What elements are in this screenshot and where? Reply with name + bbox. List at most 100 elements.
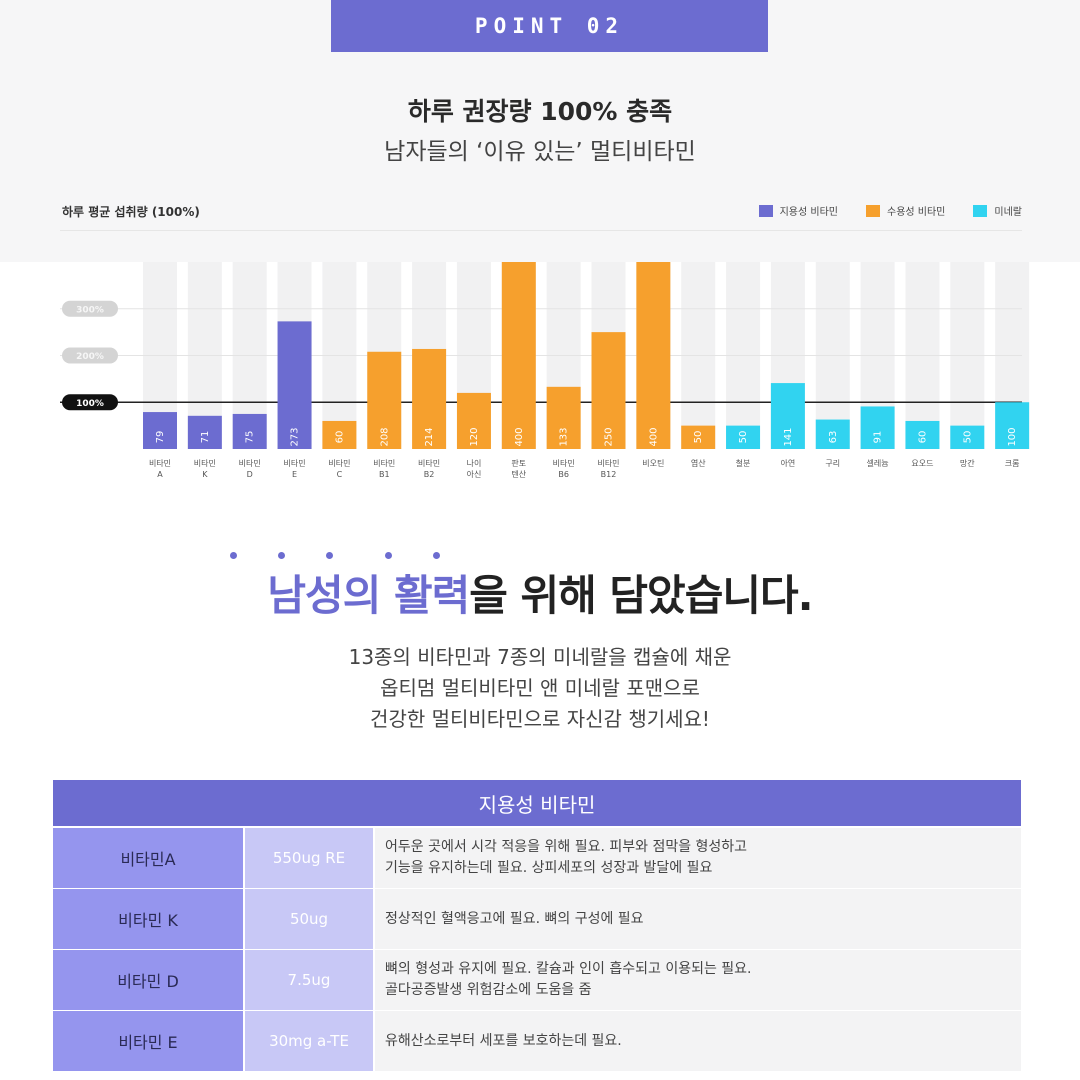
- bar-value-label: 100: [1007, 427, 1018, 446]
- bar: [905, 420, 940, 449]
- category-label: 아연: [781, 458, 796, 468]
- point-label: POINT 02: [474, 14, 625, 38]
- vitamin-table: 비타민A 550ug RE 어두운 곳에서 시각 적응을 위해 필요. 피부와 …: [53, 828, 1021, 1072]
- category-label: 아신: [467, 469, 482, 479]
- category-label: C: [337, 470, 343, 479]
- category-label: 비타민: [239, 458, 261, 468]
- bar: [995, 402, 1030, 449]
- bar-value-label: 50: [962, 431, 973, 444]
- category-label: 요오드: [911, 459, 933, 468]
- category-label: 철분: [736, 458, 751, 468]
- description-text: 골다공증발생 위험감소에 도움을 줌: [385, 982, 592, 998]
- description-text: 유해산소로부터 세포를 보호하는데 필요.: [385, 1032, 622, 1049]
- category-label: B2: [424, 470, 435, 479]
- description: 13종의 비타민과 7종의 미네랄을 캡슐에 채운 옵티멈 멀티비타민 앤 미네…: [0, 642, 1080, 735]
- bar: [501, 262, 536, 449]
- category-label: 비타민: [597, 458, 619, 468]
- category-label: 비오틴: [642, 458, 664, 468]
- description-line: 건강한 멀티비타민으로 자신감 챙기세요!: [370, 707, 710, 731]
- category-label: 나이: [467, 458, 482, 468]
- bar-value-label: 133: [559, 427, 570, 446]
- tagline-rest: 을 위해 담았습니다.: [469, 571, 813, 620]
- bar-value-label: 208: [379, 427, 390, 446]
- chart-divider: [60, 230, 1022, 231]
- legend-label: 미네랄: [994, 207, 1022, 218]
- intake-bar-chart: 100% 200% 300% 79 비타민 A 71 비타민 K 75 비타민 D 273 비타민 E 60 비…: [60, 262, 1030, 479]
- category-label: 비타민: [418, 458, 440, 468]
- vitamin-amount: 30mg a-TE: [245, 1011, 373, 1071]
- category-label: 비타민: [284, 458, 306, 468]
- chart-title: 하루 평균 섭취량 (100%): [62, 205, 200, 219]
- table-row: 비타민A 550ug RE 어두운 곳에서 시각 적응을 위해 필요. 피부와 …: [53, 828, 1021, 888]
- bar: [860, 406, 895, 449]
- category-label: 비타민: [149, 458, 171, 468]
- bar-value-label: 71: [200, 431, 211, 444]
- category-label: 엽산: [691, 458, 706, 468]
- subheadline: 남자들의 ‘이유 있는’ 멀티비타민: [384, 139, 696, 165]
- category-label: 텐산: [511, 469, 526, 479]
- vitamin-amount: 550ug RE: [245, 828, 373, 888]
- bar: [815, 419, 850, 449]
- category-label: D: [247, 470, 253, 479]
- emphasis-dot: [326, 552, 333, 559]
- legend-swatch-mineral: [973, 204, 988, 217]
- legend-item-mineral: 미네랄: [973, 203, 1022, 218]
- vitamin-description: 어두운 곳에서 시각 적응을 위해 필요. 피부와 점막을 형성하고 기능을 유지…: [375, 828, 1021, 888]
- category-label: E: [292, 470, 297, 479]
- ytick-label: 100%: [76, 399, 104, 409]
- category-label: B12: [601, 470, 617, 479]
- bar: [770, 383, 805, 449]
- legend-item-fat-soluble: 지용성 비타민: [758, 203, 838, 218]
- legend-label: 지용성 비타민: [779, 207, 838, 218]
- bar: [277, 321, 312, 449]
- bar: [367, 351, 402, 449]
- bar: [636, 262, 671, 449]
- tagline: 남성의 활력을 위해 담았습니다.: [0, 562, 1080, 623]
- vitamin-amount: 7.5ug: [245, 950, 373, 1010]
- bar-value-label: 214: [424, 427, 435, 446]
- bar-value-label: 91: [873, 431, 884, 444]
- bar: [456, 392, 491, 449]
- bar-value-label: 50: [738, 431, 749, 444]
- category-label: K: [202, 470, 208, 479]
- description-text: 기능을 유지하는데 필요. 상피세포의 성장과 발달에 필요: [385, 860, 713, 876]
- bar-value-label: 60: [334, 431, 345, 444]
- bar-value-label: 250: [604, 427, 615, 446]
- emphasis-dot: [230, 552, 237, 559]
- table-row: 비타민 K 50ug 정상적인 혈액응고에 필요. 뼈의 구성에 필요: [53, 889, 1021, 949]
- bar: [546, 386, 581, 449]
- bar-value-label: 79: [155, 431, 166, 444]
- legend-label: 수용성 비타민: [887, 207, 946, 218]
- bar: [950, 425, 985, 449]
- vitamin-name: 비타민 D: [53, 950, 243, 1010]
- ytick-pill: [62, 394, 118, 411]
- bar-value-label: 273: [290, 427, 301, 446]
- chart-legend: 지용성 비타민 수용성 비타민 미네랄: [758, 203, 1022, 218]
- table-row: 비타민 D 7.5ug 뼈의 형성과 유지에 필요. 칼슘과 인이 흡수되고 이…: [53, 950, 1021, 1010]
- category-label: A: [157, 470, 163, 479]
- category-label: 셀레늄: [867, 458, 889, 468]
- emphasis-dots: [0, 548, 1080, 562]
- category-label: 비타민: [194, 458, 216, 468]
- description-text: 정상적인 혈액응고에 필요. 뼈의 구성에 필요: [385, 910, 644, 927]
- category-label: 크롬: [1005, 459, 1020, 468]
- bar-value-label: 400: [514, 427, 525, 446]
- bar: [681, 425, 716, 449]
- bar-value-label: 50: [693, 431, 704, 444]
- ytick-pill: [62, 300, 118, 317]
- bar: [322, 420, 357, 449]
- bar: [591, 332, 626, 449]
- bar-value-label: 141: [783, 427, 794, 446]
- tagline-highlight: 남성의 활력: [267, 571, 470, 620]
- category-label: B1: [379, 470, 390, 479]
- table-row: 비타민 E 30mg a-TE 유해산소로부터 세포를 보호하는데 필요.: [53, 1011, 1021, 1071]
- description-line: 옵티멈 멀티비타민 앤 미네랄 포맨으로: [380, 676, 700, 700]
- table-title: 지용성 비타민: [53, 780, 1021, 826]
- bar-value-label: 75: [245, 431, 256, 444]
- vitamin-description: 정상적인 혈액응고에 필요. 뼈의 구성에 필요: [375, 889, 1021, 949]
- description-text: 뼈의 형성과 유지에 필요. 칼슘과 인이 흡수되고 이용되는 필요.: [385, 961, 752, 977]
- legend-swatch-fat-soluble: [758, 204, 773, 217]
- ytick-label: 300%: [76, 305, 104, 315]
- vitamin-amount: 50ug: [245, 889, 373, 949]
- bar: [412, 348, 447, 449]
